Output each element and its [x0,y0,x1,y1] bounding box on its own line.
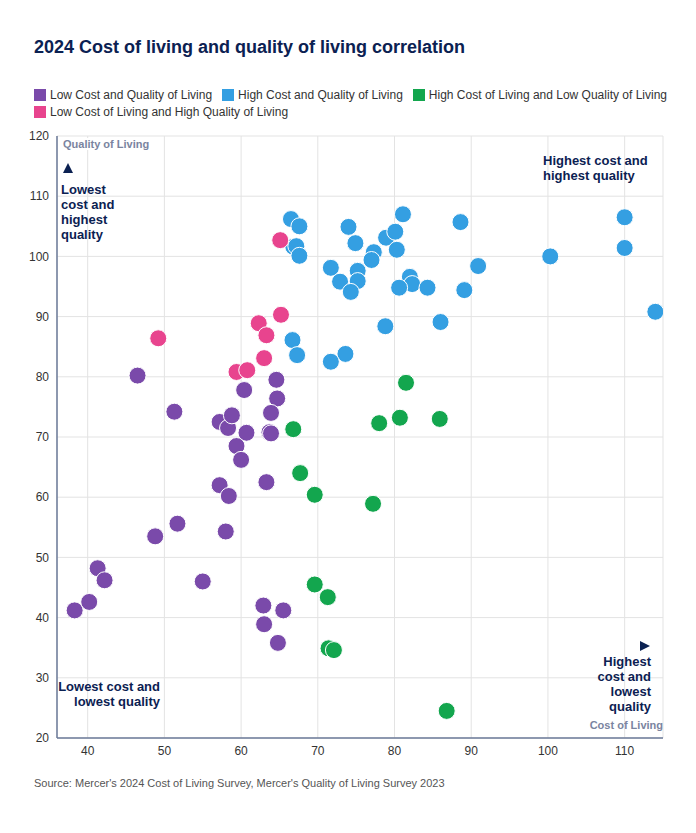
html-text:cost and: cost and [597,669,651,684]
html-text:quality: quality [61,227,103,242]
html-text:High Cost of Living and Low Qu: High Cost of Living and Low Quality of L… [428,88,667,102]
svg-text:30: 30 [36,671,50,685]
svg-text:50: 50 [158,744,172,758]
svg-text:70: 70 [36,430,50,444]
svg-text:20: 20 [36,731,50,745]
svg-text:90: 90 [36,310,50,324]
html-text:Source: Mercer's 2024 Cost of: Source: Mercer's 2024 Cost of Living Sur… [34,777,445,789]
svg-text:110: 110 [30,189,49,203]
html-text:quality: quality [609,699,651,714]
svg-text:50: 50 [36,551,50,565]
svg-text:120: 120 [29,129,49,143]
svg-text:60: 60 [36,490,50,504]
html-text:Low Cost of Living and High Qu: Low Cost of Living and High Quality of L… [50,105,289,119]
svg-text:100: 100 [538,744,558,758]
html-text:Quality of Living: Quality of Living [63,138,150,150]
html-text:highest: highest [61,212,108,227]
html-text:Low Cost and Quality of Living: Low Cost and Quality of Living [50,88,213,102]
svg-text:90: 90 [465,744,479,758]
svg-text:80: 80 [36,370,50,384]
html-text:Highest cost and: Highest cost and [543,153,648,168]
html-text:highest quality: highest quality [543,168,635,183]
svg-text:110: 110 [615,744,634,758]
svg-text:60: 60 [234,744,248,758]
svg-text:80: 80 [388,744,402,758]
html-text:Cost of Living: Cost of Living [589,719,663,731]
html-text:High Cost and Quality of Livin: High Cost and Quality of Living [238,88,403,102]
html-text:cost and: cost and [61,197,115,212]
svg-text:40: 40 [36,611,50,625]
html-text:Highest: Highest [603,654,651,669]
html-text:Lowest: Lowest [61,182,106,197]
html-text:Lowest cost and: Lowest cost and [58,679,160,694]
svg-text:70: 70 [311,744,325,758]
svg-text:100: 100 [29,250,49,264]
html-text:lowest: lowest [610,684,651,699]
svg-text:40: 40 [81,744,95,758]
html-text:lowest quality: lowest quality [74,694,160,709]
html-text:2024 Cost of living and qualit: 2024 Cost of living and quality of livin… [34,37,466,57]
